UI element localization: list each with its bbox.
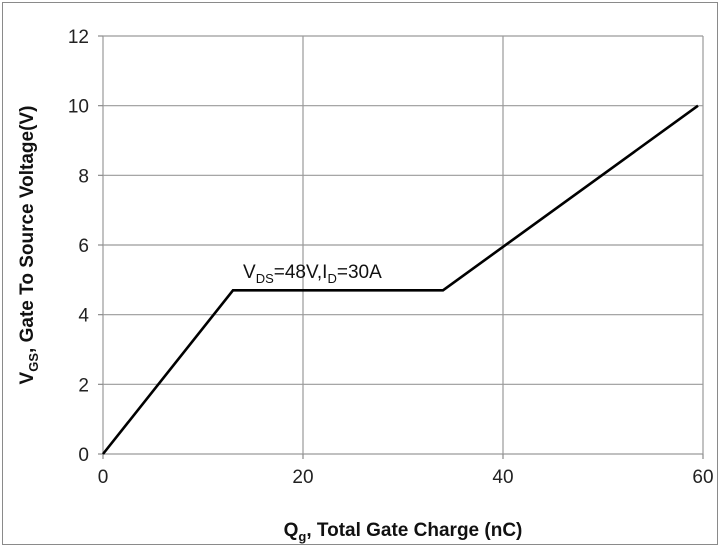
text-segment: V: [17, 371, 38, 384]
y-tick-label: 8: [78, 166, 89, 187]
y-tick-label: 2: [78, 375, 89, 396]
subscript: GS: [26, 353, 41, 372]
x-tick-label: 0: [98, 467, 109, 488]
y-tick-label: 10: [68, 97, 89, 118]
x-tick-label: 40: [492, 467, 513, 488]
y-tick-label: 4: [78, 306, 89, 327]
subscript: g: [298, 529, 306, 544]
text-segment: , Total Gate Charge (nC): [306, 520, 522, 541]
x-axis-title: Qg, Total Gate Charge (nC): [284, 520, 523, 544]
text-segment: Q: [284, 520, 299, 541]
series-line-0: [101, 104, 699, 455]
text-segment: V: [243, 262, 256, 283]
text-segment: =48V,I: [274, 262, 328, 283]
x-tick-labels: 0 20 40 60: [98, 467, 714, 488]
series-group: [101, 104, 699, 455]
x-tick-label: 60: [692, 467, 713, 488]
subscript: DS: [256, 271, 274, 286]
grid-lines: [102, 35, 704, 455]
plot-area-border: [98, 35, 704, 459]
y-tick-label: 0: [78, 445, 89, 466]
text-segment: =30A: [337, 262, 382, 283]
annotation-label: VDS=48V,ID=30A: [243, 262, 382, 286]
y-tick-labels: 0 2 4 6 8 10 12: [68, 27, 90, 466]
axis-titles: Qg, Total Gate Charge (nC)VGS, Gate To S…: [17, 106, 522, 544]
text-segment: , Gate To Source Voltage(V): [17, 106, 38, 353]
y-tick-label: 6: [78, 236, 89, 257]
subscript: D: [327, 271, 336, 286]
annotation-group: VDS=48V,ID=30A: [243, 262, 382, 286]
y-axis-title: VGS, Gate To Source Voltage(V): [17, 106, 41, 385]
x-tick-label: 20: [292, 467, 313, 488]
y-tick-label: 12: [68, 27, 89, 48]
